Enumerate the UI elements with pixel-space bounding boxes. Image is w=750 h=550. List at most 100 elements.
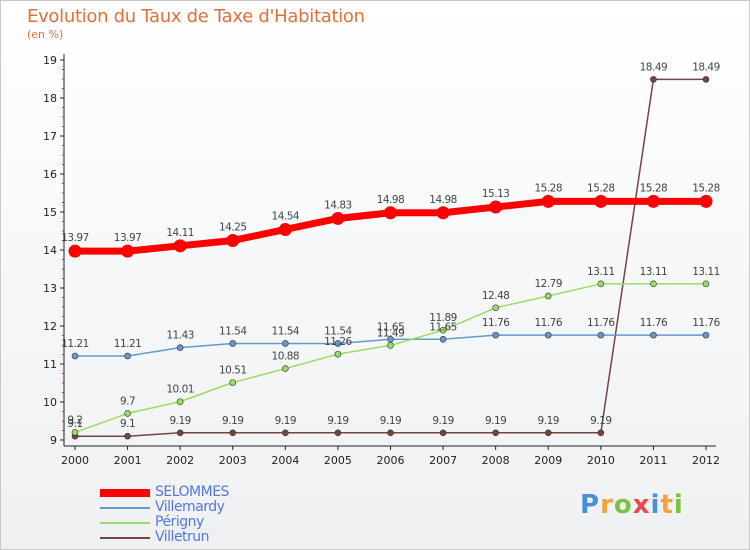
data-point (439, 429, 447, 437)
data-label: 11.49 (377, 327, 405, 339)
x-tick-label: 2003 (219, 454, 247, 467)
data-point (594, 194, 608, 208)
data-point (699, 194, 713, 208)
logo-letter: r (600, 490, 614, 520)
data-point (68, 244, 82, 258)
x-tick-label: 2012 (692, 454, 720, 467)
data-point (331, 211, 345, 225)
legend-label: Périgny (155, 514, 204, 530)
legend-label: Villetrun (155, 529, 210, 545)
data-point (334, 350, 342, 358)
data-point (439, 326, 447, 334)
data-label: 15.28 (587, 182, 615, 194)
data-label: 10.88 (272, 351, 300, 363)
data-point (71, 352, 79, 360)
logo-letter: t (660, 490, 674, 520)
data-label: 9.19 (327, 415, 348, 427)
data-point (650, 76, 657, 83)
data-label: 11.89 (429, 312, 457, 324)
data-point (492, 429, 499, 437)
data-point (282, 340, 289, 347)
data-point (702, 76, 710, 83)
data-label: 14.83 (324, 199, 352, 211)
x-tick-label: 2006 (377, 454, 405, 467)
data-label: 11.21 (61, 338, 89, 350)
data-point (71, 429, 79, 436)
data-label: 11.43 (166, 330, 194, 342)
data-point (492, 331, 499, 339)
data-point (597, 429, 605, 437)
data-label: 11.65 (429, 321, 457, 333)
legend-swatch (100, 489, 150, 497)
x-tick-label: 2007 (429, 454, 457, 467)
x-tick-label: 2011 (639, 454, 667, 467)
data-point (282, 365, 289, 372)
data-point (702, 331, 710, 339)
y-tick-label: 15 (43, 206, 57, 219)
y-tick-label: 16 (43, 168, 57, 181)
chart-unit: (en %) (27, 28, 64, 41)
data-point (492, 304, 499, 312)
data-label: 13.97 (61, 232, 89, 244)
data-label: 9.1 (120, 418, 135, 430)
data-label: 9.19 (380, 415, 401, 427)
data-point (334, 429, 342, 437)
data-label: 11.21 (114, 338, 142, 350)
data-label: 14.54 (272, 210, 300, 222)
data-point (489, 200, 503, 214)
data-point (387, 429, 394, 437)
data-point (544, 331, 552, 339)
data-point (597, 280, 605, 288)
y-tick-label: 19 (43, 54, 57, 67)
x-tick-label: 2008 (482, 454, 510, 467)
data-label: 11.54 (219, 325, 247, 337)
legend-swatch (100, 537, 150, 539)
data-label: 9.19 (590, 415, 611, 427)
data-point (541, 194, 555, 208)
data-point (282, 429, 289, 437)
x-tick-label: 2002 (166, 454, 194, 467)
data-label: 11.54 (324, 325, 352, 337)
data-label: 12.79 (534, 278, 562, 290)
data-point (226, 234, 240, 247)
data-label: 14.11 (166, 227, 194, 239)
data-point (176, 344, 184, 351)
proxiti-logo: Proxiti (580, 490, 684, 520)
data-label: 13.11 (587, 266, 615, 278)
data-point (176, 429, 184, 437)
data-label: 9.7 (120, 395, 135, 407)
data-label: 14.25 (219, 222, 247, 234)
data-point (124, 432, 131, 440)
legend-label: Villemardy (155, 499, 225, 515)
data-label: 14.98 (377, 194, 405, 206)
logo-letter: i (650, 490, 661, 520)
data-label: 11.54 (272, 325, 300, 337)
data-label: 18.49 (640, 61, 668, 73)
chart-title: Evolution du Taux de Taxe d'Habitation (27, 6, 365, 27)
y-tick-label: 9 (50, 434, 57, 447)
legend-swatch (100, 507, 150, 509)
data-label: 11.76 (587, 317, 615, 329)
data-label: 15.28 (640, 182, 668, 194)
data-label: 9.19 (538, 415, 559, 427)
data-label: 15.28 (692, 182, 720, 194)
data-label: 15.28 (534, 182, 562, 194)
data-label: 9.19 (432, 415, 453, 427)
data-label: 14.98 (429, 194, 457, 206)
data-label: 13.11 (640, 266, 668, 278)
data-point (650, 280, 657, 288)
data-point (121, 244, 135, 258)
data-label: 9.19 (275, 415, 296, 427)
data-label: 11.76 (640, 317, 668, 329)
logo-letter: x (632, 490, 651, 520)
data-point (544, 292, 552, 300)
data-label: 13.97 (114, 232, 142, 244)
data-point (278, 222, 292, 236)
data-point (387, 342, 394, 349)
y-tick-label: 10 (43, 396, 57, 409)
data-label: 10.51 (219, 365, 247, 377)
data-point (124, 352, 131, 360)
x-tick-label: 2000 (61, 454, 89, 467)
data-point (384, 206, 397, 220)
